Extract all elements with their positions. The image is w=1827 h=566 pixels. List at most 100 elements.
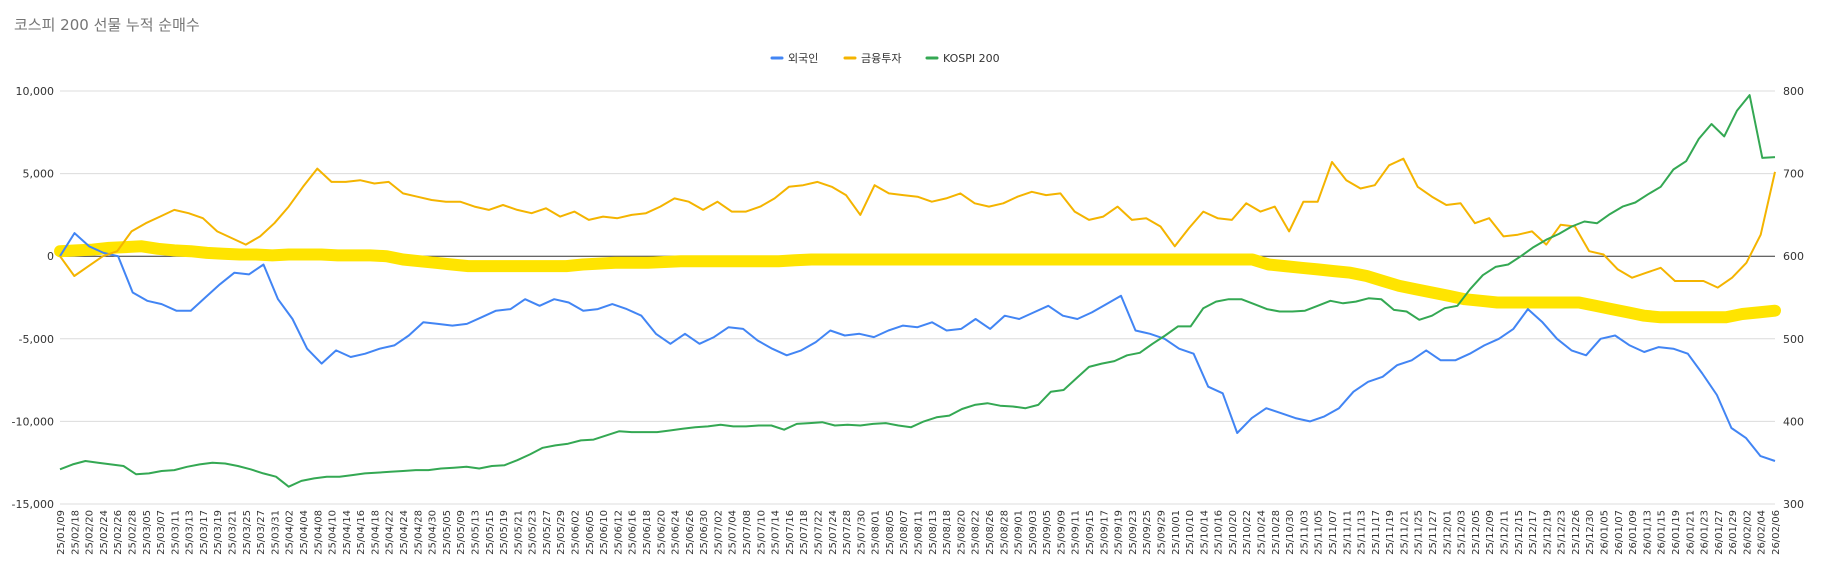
- x-tick-label: 25/06/26: [685, 510, 696, 555]
- x-tick-label: 26/02/04: [1757, 510, 1768, 555]
- x-tick-label: 26/01/21: [1685, 510, 1696, 555]
- x-tick-label: 25/09/11: [1071, 510, 1082, 555]
- x-tick-label: 25/11/21: [1399, 510, 1410, 555]
- x-tick-label: 25/04/08: [313, 510, 324, 555]
- x-tick-label: 26/01/29: [1728, 510, 1739, 555]
- x-tick-label: 25/08/07: [899, 510, 910, 555]
- x-tick-label: 25/12/09: [1485, 510, 1496, 555]
- x-tick-label: 25/12/01: [1442, 510, 1453, 555]
- x-tick-label: 25/10/22: [1242, 510, 1253, 555]
- x-tick-label: 25/08/11: [914, 510, 925, 555]
- x-tick-label: 25/02/18: [70, 510, 81, 555]
- x-tick-label: 25/02/24: [99, 510, 110, 555]
- x-tick-label: 25/09/23: [1128, 510, 1139, 555]
- x-tick-label: 25/04/22: [385, 510, 396, 555]
- x-tick-label: 25/09/29: [1156, 510, 1167, 555]
- y-left-tick-label: 10,000: [16, 85, 55, 98]
- x-tick-label: 25/12/11: [1499, 510, 1510, 555]
- y-left-tick-label: -15,000: [12, 498, 54, 511]
- x-tick-label: 25/06/16: [628, 510, 639, 555]
- y-left-tick-label: -10,000: [12, 415, 54, 428]
- x-tick-label: 25/11/07: [1328, 510, 1339, 555]
- x-tick-label: 25/06/24: [671, 510, 682, 555]
- x-tick-label: 25/03/17: [199, 510, 210, 555]
- y-right-tick-label: 600: [1783, 250, 1804, 263]
- x-tick-label: 25/10/28: [1271, 510, 1282, 555]
- x-tick-label: 25/06/05: [585, 510, 596, 555]
- x-tick-label: 25/12/26: [1571, 510, 1582, 555]
- x-tick-label: 25/09/25: [1142, 510, 1153, 555]
- x-tick-label: 25/07/28: [842, 510, 853, 555]
- x-tick-label: 25/04/04: [299, 510, 310, 555]
- highlight-band: [54, 240, 1781, 324]
- x-tick-label: 25/08/01: [871, 510, 882, 555]
- x-tick-label: 25/05/15: [485, 510, 496, 555]
- x-tick-label: 25/03/07: [156, 510, 167, 555]
- y-left-tick-label: 0: [47, 250, 54, 263]
- x-tick-label: 25/07/18: [799, 510, 810, 555]
- x-tick-label: 25/04/18: [370, 510, 381, 555]
- x-tick-label: 25/12/17: [1528, 510, 1539, 555]
- x-tick-label: 25/12/05: [1471, 510, 1482, 555]
- x-tick-label: 25/04/10: [328, 510, 339, 555]
- x-tick-label: 25/07/30: [856, 510, 867, 555]
- x-tick-label: 25/07/10: [756, 510, 767, 555]
- x-tick-label: 25/06/12: [613, 510, 624, 555]
- x-tick-label: 25/10/16: [1214, 510, 1225, 555]
- x-tick-label: 25/08/28: [999, 510, 1010, 555]
- x-tick-label: 25/03/21: [228, 510, 239, 555]
- x-tick-label: 25/09/09: [1056, 510, 1067, 555]
- legend-label: KOSPI 200: [943, 52, 1000, 65]
- x-tick-label: 25/12/30: [1585, 510, 1596, 555]
- x-tick-label: 25/05/09: [456, 510, 467, 555]
- x-tick-label: 26/01/23: [1700, 510, 1711, 555]
- x-tick-label: 25/12/03: [1457, 510, 1468, 555]
- x-tick-label: 25/08/18: [942, 510, 953, 555]
- x-tick-label: 26/02/02: [1742, 510, 1753, 555]
- x-tick-label: 25/07/02: [713, 510, 724, 555]
- x-tick-label: 25/07/22: [813, 510, 824, 555]
- y-right-tick-label: 300: [1783, 498, 1804, 511]
- x-tick-label: 25/04/30: [428, 510, 439, 555]
- x-tick-label: 25/10/10: [1185, 510, 1196, 555]
- x-tick-label: 25/09/05: [1042, 510, 1053, 555]
- x-tick-label: 25/09/17: [1099, 510, 1110, 555]
- y-left-tick-label: 5,000: [23, 168, 55, 181]
- x-tick-label: 25/09/01: [1014, 510, 1025, 555]
- x-tick-label: 26/01/13: [1642, 510, 1653, 555]
- x-tick-label: 25/10/01: [1171, 510, 1182, 555]
- y-right-tick-label: 400: [1783, 415, 1804, 428]
- x-tick-label: 25/02/20: [85, 510, 96, 555]
- series-line-2: [59, 94, 1776, 488]
- x-tick-label: 25/06/02: [571, 510, 582, 555]
- x-tick-label: 25/06/10: [599, 510, 610, 555]
- x-tick-label: 25/10/20: [1228, 510, 1239, 555]
- legend-label: 금융투자: [861, 52, 901, 65]
- x-tick-label: 25/11/27: [1428, 510, 1439, 555]
- x-tick-label: 25/08/20: [956, 510, 967, 555]
- x-tick-label: 25/09/15: [1085, 510, 1096, 555]
- series-line-1: [59, 157, 1776, 289]
- x-tick-label: 25/03/27: [256, 510, 267, 555]
- series-line-0: [59, 232, 1776, 462]
- x-tick-label: 25/10/30: [1285, 510, 1296, 555]
- x-tick-label: 25/05/27: [542, 510, 553, 555]
- x-tick-label: 25/05/05: [442, 510, 453, 555]
- x-tick-label: 25/08/13: [928, 510, 939, 555]
- x-tick-label: 25/05/19: [499, 510, 510, 555]
- x-tick-label: 26/01/27: [1714, 510, 1725, 555]
- band-layer: [54, 240, 1781, 324]
- x-tick-label: 25/07/14: [771, 510, 782, 555]
- x-tick-label: 25/08/22: [971, 510, 982, 555]
- y-right-tick-label: 800: [1783, 85, 1804, 98]
- y-right-tick-label: 700: [1783, 168, 1804, 181]
- x-tick-label: 25/11/17: [1371, 510, 1382, 555]
- x-tick-label: 25/10/24: [1257, 510, 1268, 555]
- x-tick-label: 25/02/28: [127, 510, 138, 555]
- chart-title: 코스피 200 선물 누적 순매수: [14, 16, 200, 34]
- x-tick-label: 25/01/09: [56, 510, 67, 555]
- y-left-tick-label: -5,000: [19, 333, 54, 346]
- x-tick-label: 25/03/13: [185, 510, 196, 555]
- x-tick-label: 26/01/09: [1628, 510, 1639, 555]
- x-tick-label: 26/02/06: [1771, 510, 1782, 555]
